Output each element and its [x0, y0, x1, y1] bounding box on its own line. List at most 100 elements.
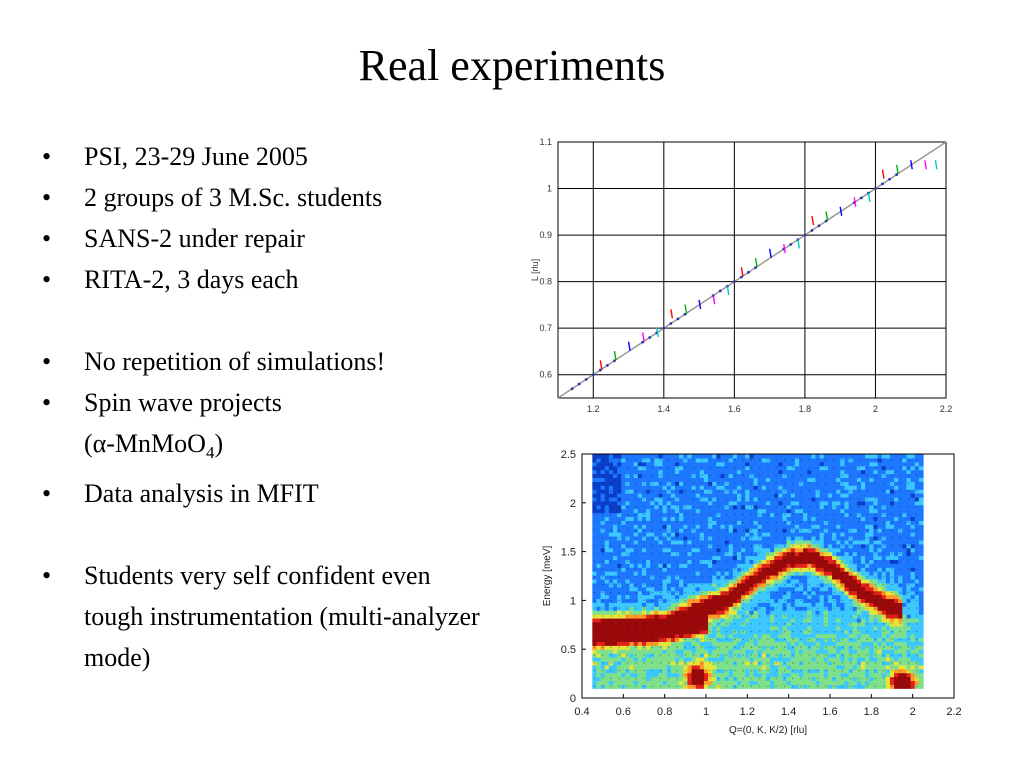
heatmap-cell: [885, 629, 891, 635]
heatmap-cell: [720, 625, 726, 631]
heatmap-cell: [695, 617, 701, 623]
heatmap-cell: [819, 535, 825, 541]
heatmap-cell: [765, 477, 771, 482]
heatmap-cell: [720, 680, 726, 685]
heatmap-cell: [691, 637, 697, 642]
heatmap-cell: [670, 610, 676, 615]
heatmap-cell: [687, 508, 693, 514]
heatmap-cell: [832, 559, 837, 564]
heatmap-cell: [646, 461, 651, 467]
heatmap-cell: [621, 516, 626, 521]
heatmap-cell: [840, 684, 846, 689]
heatmap-cell: [778, 653, 784, 658]
heatmap-cell: [770, 668, 775, 674]
heatmap-cell: [662, 571, 668, 576]
heatmap-cell: [658, 641, 664, 646]
heatmap-cell: [732, 571, 738, 576]
heatmap-cell: [683, 590, 688, 596]
heatmap-cell: [646, 551, 651, 557]
heatmap-cell: [861, 621, 866, 627]
heatmap-cell: [790, 672, 796, 678]
heatmap-cell: [629, 629, 635, 635]
heatmap-cell: [827, 621, 833, 627]
heatmap-cell: [782, 629, 788, 635]
scan-point: [732, 280, 736, 284]
heatmap-cell: [625, 625, 631, 631]
heatmap-cell: [654, 684, 660, 689]
heatmap-cell: [865, 477, 870, 482]
heatmap-cell: [691, 508, 697, 514]
heatmap-cell: [786, 672, 792, 678]
heatmap-cell: [753, 676, 759, 682]
heatmap-cell: [691, 617, 697, 623]
heatmap-cell: [646, 668, 651, 674]
heatmap-cell: [782, 473, 788, 479]
heatmap-cell: [906, 489, 912, 494]
heatmap-cell: [728, 563, 734, 568]
heatmap-cell: [898, 555, 903, 561]
heatmap-cell: [703, 653, 709, 658]
heatmap-cell: [807, 461, 812, 467]
heatmap-cell: [881, 668, 887, 674]
heatmap-cell: [728, 543, 734, 549]
heatmap-cell: [670, 641, 676, 646]
heatmap-cell: [753, 539, 759, 545]
heatmap-cell: [625, 457, 631, 463]
heatmap-cell: [852, 555, 858, 561]
heatmap-cell: [803, 489, 808, 494]
heatmap-cell: [790, 680, 796, 685]
heatmap-cell: [720, 559, 726, 564]
heatmap-cell: [873, 485, 879, 490]
heatmap-cell: [844, 664, 850, 670]
heatmap-cell: [600, 617, 606, 623]
heatmap-cell: [799, 551, 804, 557]
heatmap-cell: [836, 485, 841, 490]
heatmap-cell: [617, 637, 622, 642]
heatmap-cell: [774, 664, 779, 670]
heatmap-cell: [716, 520, 722, 525]
data-point: [698, 299, 702, 310]
heatmap-cell: [675, 493, 680, 498]
heatmap-cell: [811, 680, 817, 685]
heatmap-cell: [732, 493, 738, 498]
heatmap-cell: [650, 547, 655, 553]
heatmap-cell: [852, 493, 858, 498]
heatmap-cell: [918, 493, 924, 498]
heatmap-cell: [745, 528, 750, 533]
heatmap-cell: [608, 461, 614, 467]
heatmap-cell: [861, 461, 866, 467]
heatmap-cell: [621, 508, 626, 514]
heatmap-cell: [728, 524, 734, 529]
heatmap-cell: [832, 594, 837, 600]
heatmap-cell: [662, 555, 668, 561]
heatmap-cell: [852, 653, 858, 658]
heatmap-cell: [856, 664, 862, 670]
heatmap-cell: [815, 539, 821, 545]
heatmap-cell: [596, 641, 602, 646]
heatmap-cell: [836, 539, 841, 545]
heatmap-cell: [699, 461, 705, 467]
heatmap-cell: [770, 629, 775, 635]
heatmap-cell: [918, 535, 924, 541]
heatmap-cell: [774, 680, 779, 685]
heatmap-cell: [745, 668, 750, 674]
heatmap-cell: [596, 555, 602, 561]
heatmap-cell: [881, 485, 887, 490]
heatmap-cell: [666, 524, 672, 529]
heatmap-cell: [654, 660, 660, 666]
heatmap-cell: [906, 657, 912, 662]
heatmap-cell: [894, 512, 899, 518]
heatmap-cell: [613, 473, 618, 479]
heatmap-cell: [592, 485, 598, 490]
heatmap-cell: [699, 567, 705, 572]
measurement-dot: [593, 568, 596, 570]
heatmap-cell: [629, 504, 635, 510]
heatmap-cell: [604, 559, 610, 564]
heatmap-cell: [790, 500, 796, 506]
heatmap-cell: [600, 664, 606, 670]
heatmap-cell: [782, 500, 788, 506]
heatmap-cell: [753, 489, 759, 494]
heatmap-cell: [596, 680, 602, 685]
heatmap-cell: [869, 590, 874, 596]
heatmap-cell: [823, 629, 829, 635]
